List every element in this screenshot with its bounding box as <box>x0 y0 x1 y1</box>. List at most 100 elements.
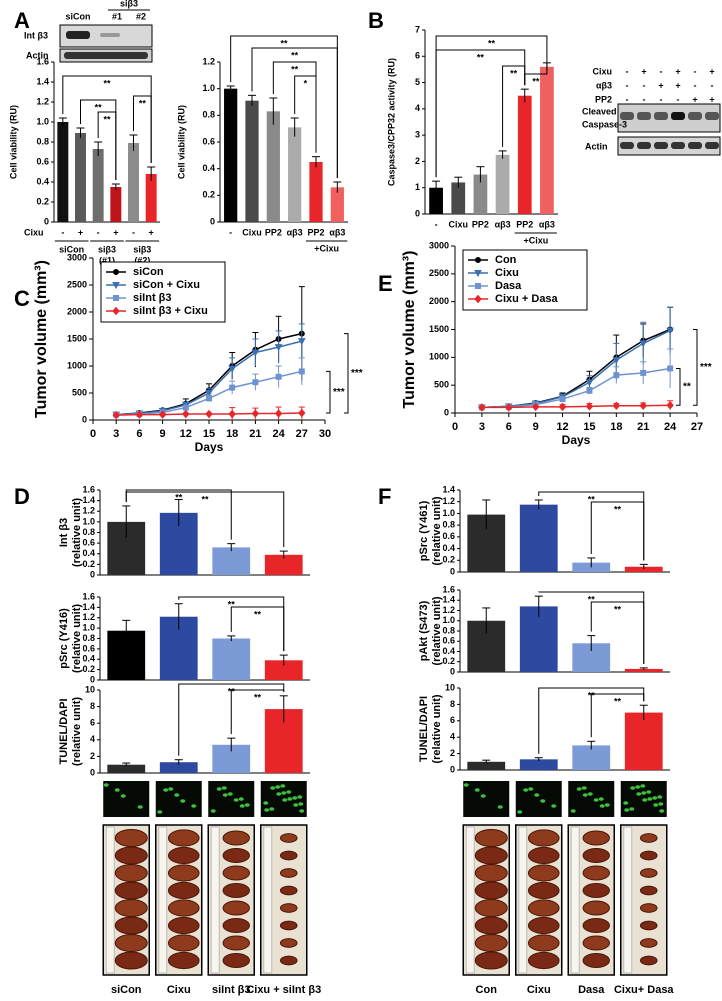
tumor <box>582 848 610 863</box>
bar <box>572 562 611 572</box>
y-tick-label: 2500 <box>67 279 87 289</box>
blot-mark: - <box>660 94 663 104</box>
cell-stain <box>297 795 303 799</box>
y-tick-label: 0.4 <box>82 548 95 558</box>
marker <box>251 409 260 418</box>
cell-stain <box>517 810 523 814</box>
y-tick-label: 0 <box>450 566 455 576</box>
y-tick-label: 10 <box>85 684 95 694</box>
marker <box>274 409 283 418</box>
blot-condition: Cixu <box>592 66 612 76</box>
significance-label: ** <box>254 692 262 702</box>
tumor <box>474 881 508 900</box>
y-tick-label: 1.0 <box>82 623 95 633</box>
x-tick-label: 3 <box>479 421 485 433</box>
tumor <box>279 885 298 896</box>
cell-stain <box>239 804 245 808</box>
blot-band <box>620 112 634 120</box>
y-tick-label: 1.2 <box>82 612 95 622</box>
tumor <box>167 899 200 917</box>
group-label: +Cixu <box>314 243 339 253</box>
blot-mark: - <box>643 80 646 90</box>
tumor <box>527 934 560 952</box>
marker <box>297 338 306 346</box>
tumor <box>114 899 148 917</box>
bar <box>212 638 251 680</box>
y-axis-title: pAkt (S473) <box>418 600 430 661</box>
cell-stain <box>287 797 293 801</box>
x-tick-label: 9 <box>533 421 539 433</box>
marker <box>505 403 513 412</box>
y-axis-title: (relative unit) <box>71 697 83 766</box>
y-axis-title: pSrc (Y461) <box>418 500 430 561</box>
microscopy-image <box>155 781 202 817</box>
significance-bracket <box>326 370 331 414</box>
y-tick-label: 1.4 <box>442 595 455 605</box>
cell-stain <box>646 790 652 794</box>
x-tick-label: + <box>149 227 154 237</box>
bar <box>57 122 69 222</box>
blot-column: #2 <box>136 11 146 21</box>
x-tick-label: 15 <box>203 428 215 440</box>
y-tick-label: 0.6 <box>442 531 455 541</box>
y-tick-label: 1.0 <box>36 116 49 126</box>
y-tick-label: 1.0 <box>202 83 215 93</box>
marker <box>113 269 119 275</box>
x-tick-label: 27 <box>691 421 703 433</box>
tumor <box>222 830 250 846</box>
tumor <box>167 916 200 935</box>
tumor <box>474 846 508 865</box>
significance-bracket <box>97 111 117 180</box>
y-tick-label: 2000 <box>67 306 87 316</box>
y-axis-title: Caspase3/CPP32 activity (RU) <box>386 58 396 186</box>
y-tick-label: 0.6 <box>82 538 95 548</box>
cell-stain <box>480 794 486 798</box>
tumor <box>639 938 658 948</box>
marker <box>475 257 481 263</box>
x-tick-label: - <box>97 227 100 237</box>
x-tick-label: Cixu <box>167 984 191 996</box>
significance-label: * <box>304 78 308 88</box>
blot-band <box>637 112 651 120</box>
tumor <box>114 934 148 952</box>
tumor <box>222 935 250 951</box>
bar <box>517 95 532 214</box>
bar <box>467 761 506 770</box>
cell-stain <box>275 785 281 789</box>
tumor <box>639 903 658 913</box>
significance-bracket <box>590 601 645 664</box>
significance-bracket <box>230 689 285 735</box>
cell-stain <box>528 787 534 791</box>
bar <box>330 187 344 222</box>
y-tick-label: 2000 <box>429 296 449 306</box>
cell-stain <box>659 809 665 813</box>
y-axis-title: TUNEL/DAPI <box>418 696 430 762</box>
cell-stain <box>263 801 269 805</box>
blot-row: Actin <box>26 50 49 60</box>
marker <box>228 365 237 373</box>
y-axis-title: Cell viability (RU) <box>8 105 18 179</box>
cell-stain <box>474 788 480 792</box>
marker <box>229 384 236 391</box>
panel-label: F <box>378 484 391 509</box>
marker <box>205 409 213 419</box>
y-tick-label: 0.4 <box>82 654 95 664</box>
y-tick-label: 0 <box>90 767 95 777</box>
cell-stain <box>233 798 239 802</box>
cell-stain <box>657 795 663 799</box>
y-tick-label: 10 <box>445 682 455 692</box>
marker <box>135 410 144 419</box>
y-tick-label: 1 <box>415 182 420 192</box>
blot-mark: - <box>626 94 629 104</box>
x-tick-label: + <box>113 227 118 237</box>
y-tick-label: 1.0 <box>442 615 455 625</box>
y-tick-label: 2500 <box>429 268 449 278</box>
blot-band <box>620 142 634 149</box>
y-tick-label: 500 <box>72 387 87 397</box>
blot-header: siβ3 <box>120 0 138 8</box>
marker <box>559 396 566 403</box>
marker <box>251 349 260 357</box>
significance-label: ** <box>614 504 622 514</box>
significance-label: *** <box>333 387 345 398</box>
